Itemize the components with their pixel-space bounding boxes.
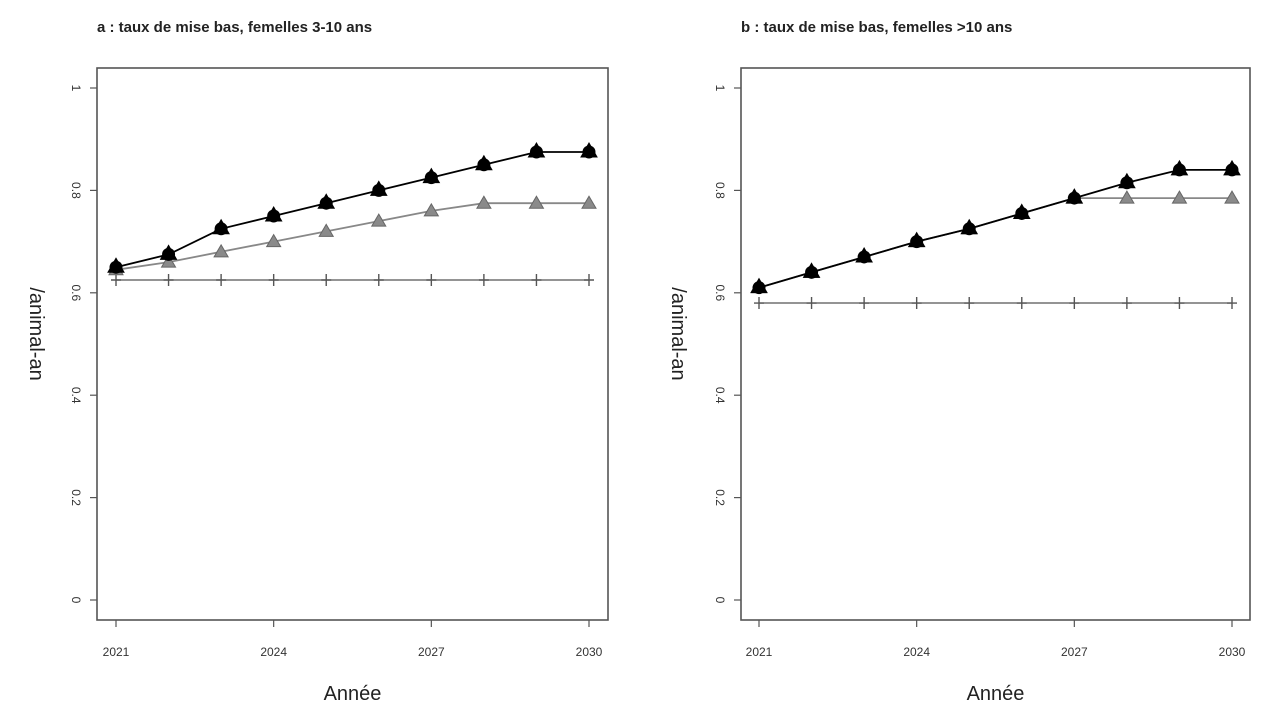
triangle-marker [159, 244, 178, 260]
triangle-marker [107, 257, 125, 273]
x-axis-title: Année [324, 683, 382, 705]
plus-marker [321, 274, 332, 286]
plus-marker [859, 297, 870, 310]
plus-marker [964, 297, 975, 310]
triangle-marker [1119, 190, 1135, 204]
plus-marker [1069, 297, 1080, 310]
y-tick-label: 0.6 [69, 284, 83, 301]
y-tick-label: 0 [713, 597, 727, 604]
plus-marker [531, 274, 542, 286]
x-tick-label: 2030 [1219, 645, 1246, 659]
triangle-marker [476, 195, 492, 209]
triangle-marker [750, 277, 768, 294]
y-tick-label: 1 [713, 85, 727, 92]
plus-marker [1121, 297, 1132, 310]
plus-marker [1227, 297, 1237, 310]
triangle-marker [580, 141, 598, 158]
x-tick-label: 2027 [1061, 645, 1088, 659]
triangle-marker [1012, 203, 1031, 219]
plus-marker [911, 297, 922, 310]
x-tick-label: 2024 [260, 645, 287, 659]
plus-marker [216, 274, 227, 286]
x-tick-label: 2024 [903, 645, 930, 659]
triangle-marker [528, 195, 545, 209]
triangle-marker [212, 218, 230, 235]
triangle-marker [423, 202, 440, 217]
x-tick-label: 2027 [418, 645, 445, 659]
triangle-marker [475, 154, 493, 171]
plus-marker [268, 274, 279, 286]
plus-marker [163, 274, 174, 286]
triangle-marker [1118, 172, 1136, 189]
x-tick-label: 2021 [746, 645, 773, 659]
plot-frame [740, 67, 1251, 621]
triangle-marker [527, 141, 546, 158]
plot-frame [96, 67, 609, 621]
y-tick-label: 0.4 [713, 387, 727, 404]
triangle-marker [1170, 159, 1189, 176]
plus-marker [584, 274, 594, 286]
plus-marker [426, 274, 437, 286]
y-tick-label: 0.6 [713, 284, 727, 301]
x-tick-label: 2030 [576, 645, 603, 659]
triangle-marker [960, 218, 979, 235]
plus-marker [806, 297, 817, 310]
plus-marker [754, 297, 764, 310]
plus-marker [1016, 297, 1027, 310]
triangle-marker [369, 180, 388, 196]
y-tick-label: 0 [69, 597, 83, 604]
x-tick-label: 2021 [103, 645, 130, 659]
triangle-marker [422, 167, 441, 184]
y-axis-title: /animal-an [667, 287, 689, 380]
y-tick-label: 0.8 [69, 182, 83, 199]
y-tick-label: 0.4 [69, 387, 83, 404]
x-axis-title: Année [967, 683, 1025, 705]
triangle-marker [370, 213, 387, 227]
y-tick-label: 1 [69, 85, 83, 92]
series-line [115, 202, 589, 271]
y-tick-label: 0.2 [69, 489, 83, 506]
plus-marker [373, 274, 384, 286]
triangle-marker [1065, 188, 1084, 204]
triangle-marker [213, 243, 229, 258]
series-line [115, 151, 589, 269]
panel-b: b : taux de mise bas, femelles >10 ans 20… [667, 19, 1251, 705]
triangle-marker [855, 246, 873, 263]
plus-marker [1174, 297, 1185, 310]
triangle-marker [1223, 159, 1241, 176]
chart-title: a : taux de mise bas, femelles 3-10 ans [97, 19, 372, 36]
plus-marker [478, 274, 489, 286]
triangle-marker [318, 223, 335, 237]
series-line [758, 168, 1232, 289]
y-tick-label: 0.2 [713, 489, 727, 506]
triangle-marker [1224, 190, 1240, 204]
plus-marker [111, 274, 121, 286]
chart-title: b : taux de mise bas, femelles >10 ans [741, 19, 1012, 36]
y-axis-title: /animal-an [25, 287, 47, 380]
triangle-marker [265, 233, 282, 248]
triangle-marker [802, 262, 821, 278]
triangle-marker [1171, 190, 1188, 204]
series-line [758, 197, 1232, 289]
panel-a: a : taux de mise bas, femelles 3-10 ans 2… [25, 19, 609, 705]
triangle-marker [907, 231, 926, 248]
y-tick-label: 0.8 [713, 182, 727, 199]
triangle-marker [317, 193, 336, 209]
triangle-marker [581, 195, 597, 209]
triangle-marker [160, 254, 177, 268]
triangle-marker [264, 205, 283, 222]
